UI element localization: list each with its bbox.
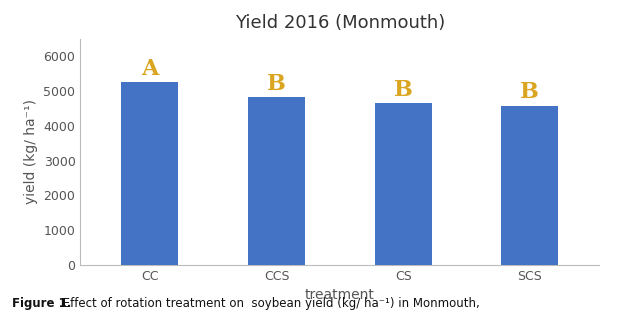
Text: Figure 1.: Figure 1. [12, 297, 72, 310]
Y-axis label: yield (kg/ ha⁻¹): yield (kg/ ha⁻¹) [24, 99, 38, 204]
Text: B: B [520, 81, 540, 103]
Bar [501, 106, 558, 265]
Text: A: A [142, 58, 159, 80]
X-axis label: treatment: treatment [305, 288, 375, 302]
Title: Yield 2016 (Monmouth): Yield 2016 (Monmouth) [235, 14, 445, 32]
Text: Effect of rotation treatment on  soybean yield (kg/ ha⁻¹) in Monmouth,: Effect of rotation treatment on soybean … [59, 297, 480, 310]
Bar [375, 103, 432, 265]
Bar [122, 82, 179, 265]
Text: B: B [267, 73, 286, 95]
Text: B: B [394, 79, 413, 101]
Bar [248, 97, 305, 265]
